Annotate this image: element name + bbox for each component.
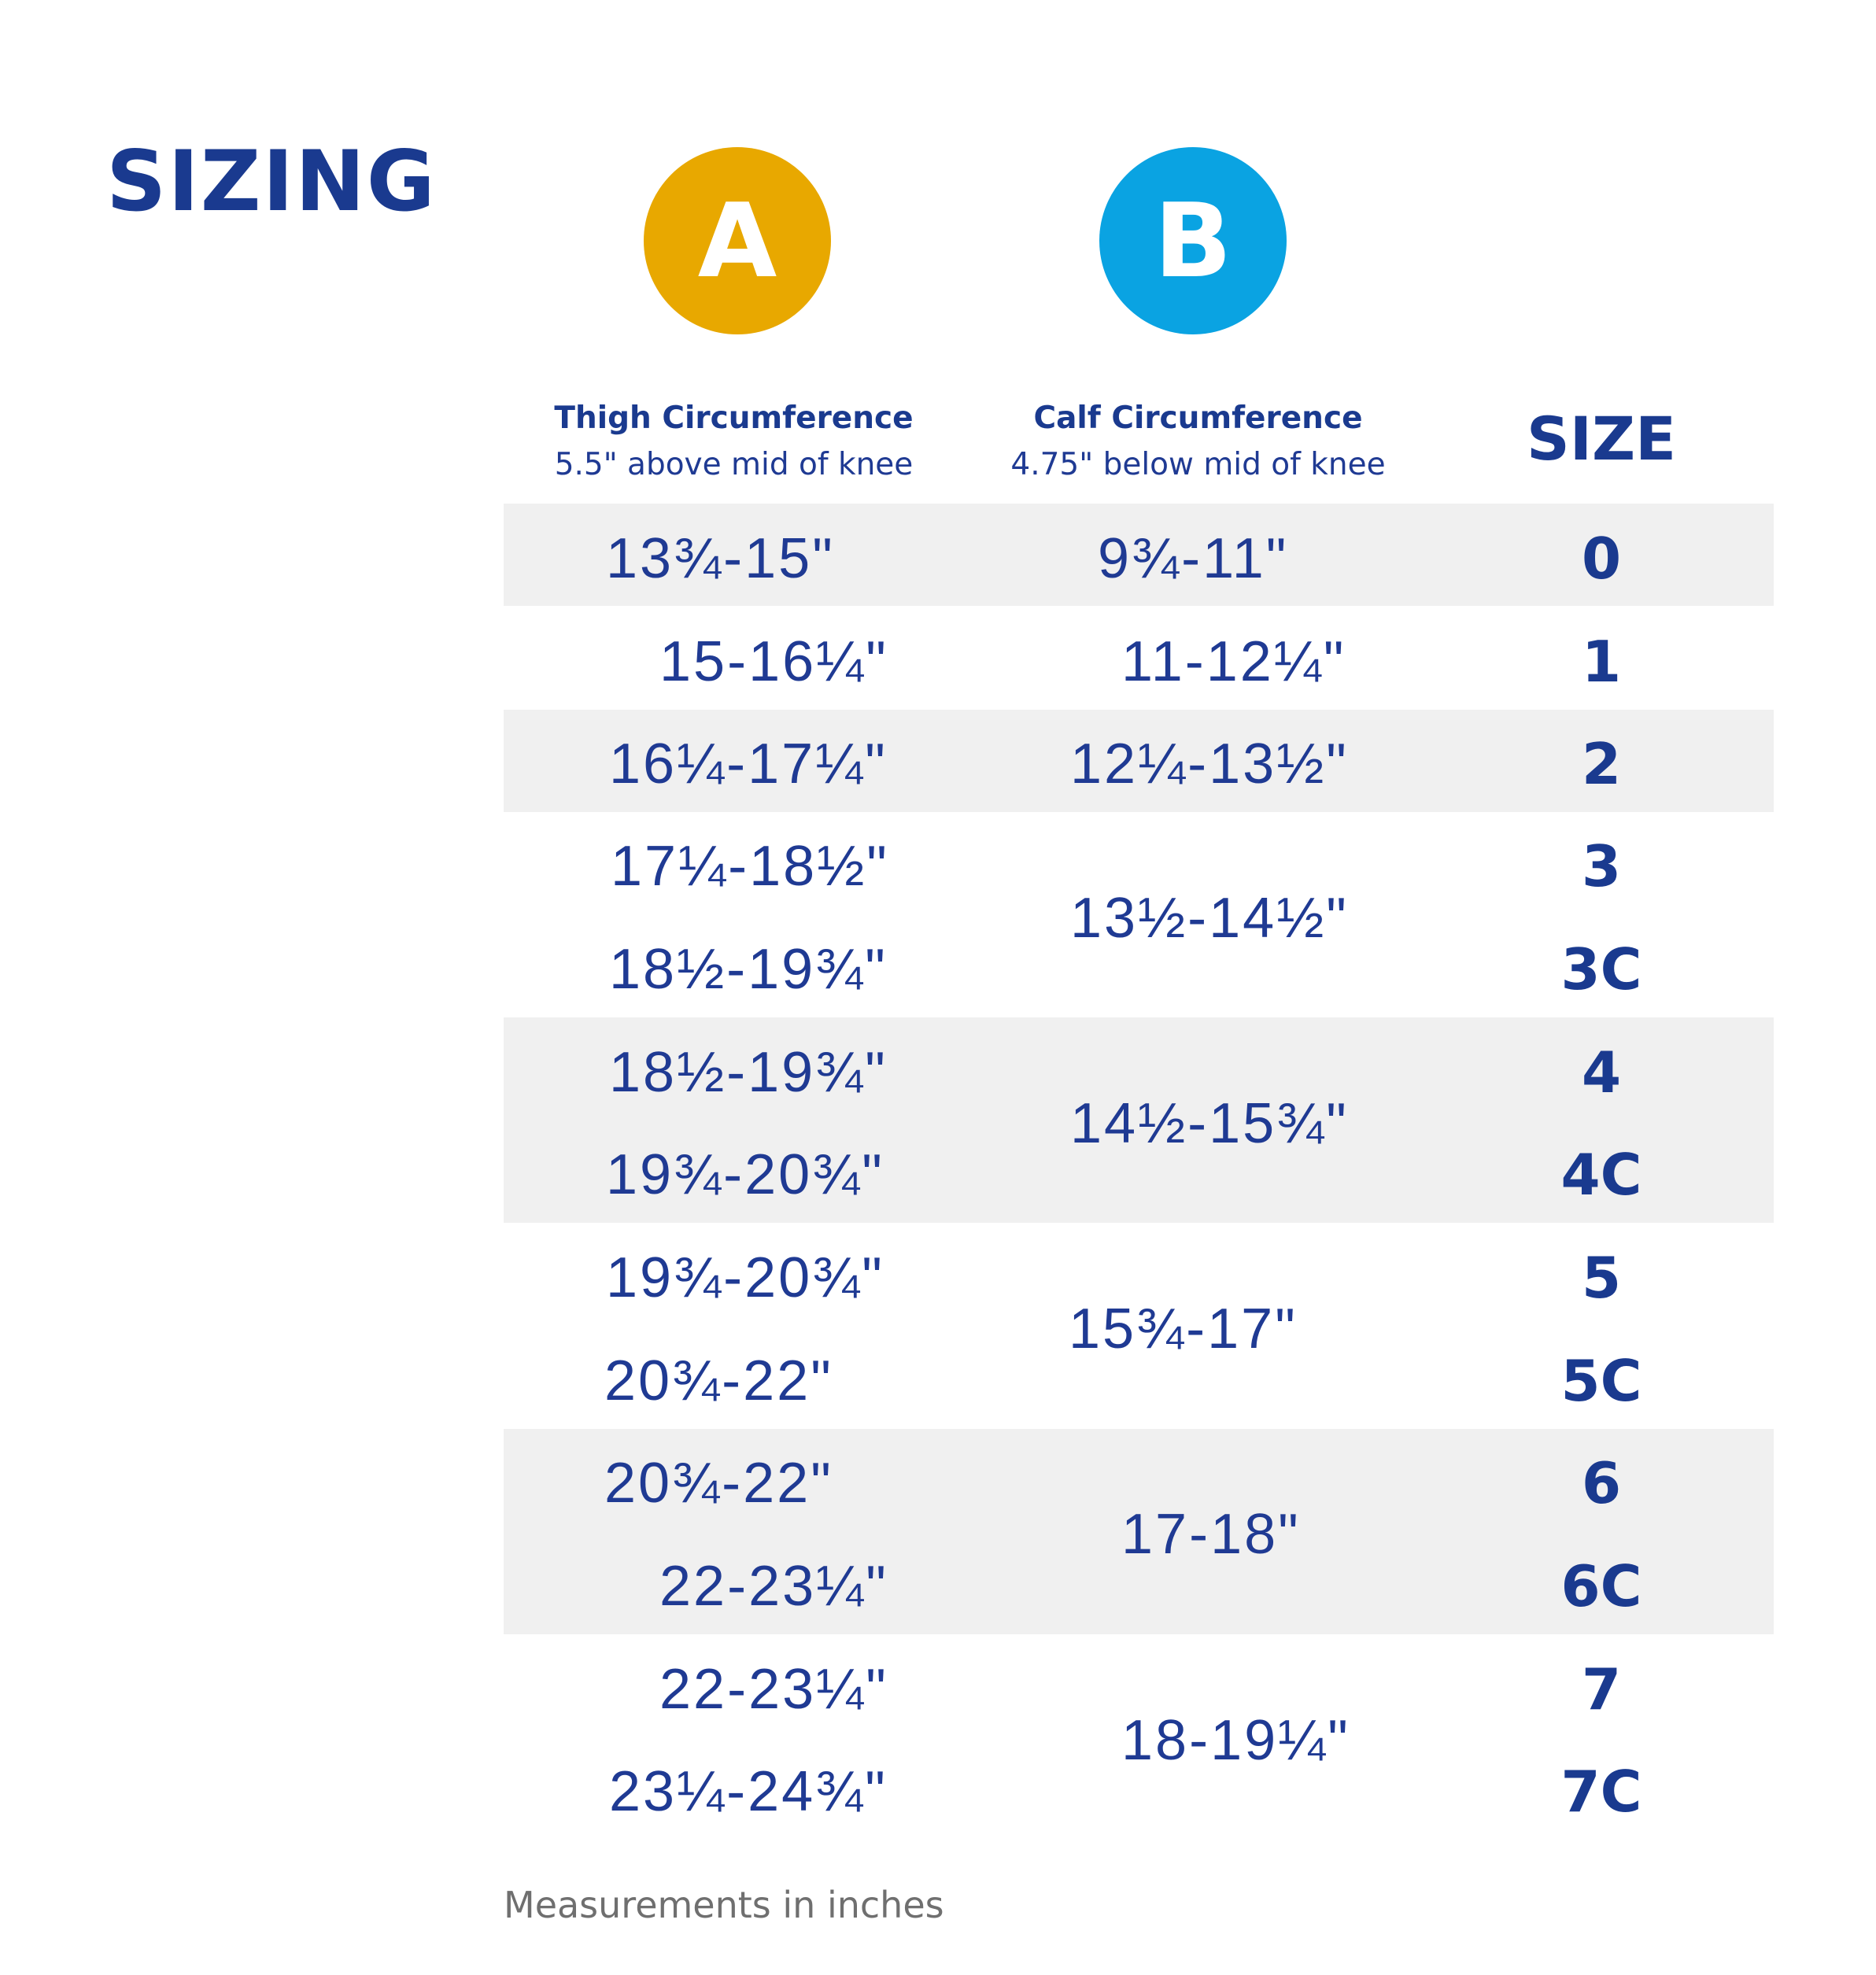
footnote: Measurements in inches bbox=[504, 1884, 944, 1926]
calf-value: 9¾-11" bbox=[1098, 527, 1289, 590]
calf-value: 18-19¼" bbox=[1121, 1709, 1350, 1772]
calf-value: 12¼-13½" bbox=[1070, 733, 1349, 796]
thigh-value: 16¼-17¼" bbox=[609, 733, 888, 796]
size-value: 1 bbox=[1581, 629, 1622, 695]
thigh-value: 20¾-22" bbox=[604, 1452, 833, 1515]
size-value: 5 bbox=[1581, 1245, 1622, 1311]
size-value: 2 bbox=[1581, 731, 1622, 797]
row-band bbox=[504, 1017, 1774, 1223]
size-value: 4C bbox=[1560, 1142, 1642, 1208]
size-value: 5C bbox=[1560, 1348, 1642, 1414]
row-band bbox=[504, 504, 1774, 606]
calf-value: 15¾-17" bbox=[1069, 1298, 1298, 1360]
size-value: 7 bbox=[1581, 1656, 1622, 1722]
calf-header: Calf Circumference 4.75" below mid of kn… bbox=[988, 403, 1409, 480]
badge-b-label: B bbox=[1154, 181, 1232, 301]
calf-value: 11-12¼" bbox=[1121, 630, 1346, 693]
thigh-value: 18½-19¾" bbox=[609, 938, 888, 1001]
calf-header-subtitle: 4.75" below mid of knee bbox=[1010, 447, 1386, 482]
badge-a-label: A bbox=[697, 181, 777, 301]
calf-value: 17-18" bbox=[1121, 1503, 1301, 1566]
thigh-header: Thigh Circumference 5.5" above mid of kn… bbox=[535, 403, 932, 480]
size-value: 6 bbox=[1581, 1450, 1622, 1516]
thigh-value: 19¾-20¾" bbox=[606, 1143, 884, 1206]
thigh-value: 15-16¼" bbox=[659, 630, 888, 693]
thigh-value: 19¾-20¾" bbox=[606, 1246, 884, 1309]
thigh-value: 13¾-15" bbox=[606, 527, 835, 590]
size-value: 3C bbox=[1560, 936, 1642, 1002]
size-header: SIZE bbox=[1526, 404, 1677, 474]
thigh-value: 22-23¼" bbox=[659, 1658, 888, 1721]
size-value: 7C bbox=[1560, 1759, 1642, 1825]
row-band bbox=[504, 710, 1774, 812]
calf-header-title: Calf Circumference bbox=[1033, 401, 1363, 436]
page-title: SIZING bbox=[106, 133, 437, 230]
badge-a-icon: A bbox=[644, 147, 831, 334]
thigh-value: 22-23¼" bbox=[659, 1555, 888, 1618]
size-value: 6C bbox=[1560, 1553, 1642, 1619]
badge-b-icon: B bbox=[1099, 147, 1287, 334]
size-value: 4 bbox=[1581, 1039, 1622, 1106]
thigh-value: 23¼-24¾" bbox=[609, 1760, 888, 1823]
thigh-value: 20¾-22" bbox=[604, 1349, 833, 1412]
thigh-header-title: Thigh Circumference bbox=[554, 401, 914, 436]
thigh-value: 17¼-18½" bbox=[611, 835, 889, 898]
size-value: 0 bbox=[1581, 526, 1622, 592]
thigh-value: 18½-19¾" bbox=[609, 1041, 888, 1104]
calf-value: 14½-15¾" bbox=[1070, 1092, 1349, 1155]
calf-value: 13½-14½" bbox=[1070, 887, 1349, 950]
row-band bbox=[504, 1429, 1774, 1634]
size-value: 3 bbox=[1581, 833, 1622, 899]
thigh-header-subtitle: 5.5" above mid of knee bbox=[554, 447, 914, 482]
